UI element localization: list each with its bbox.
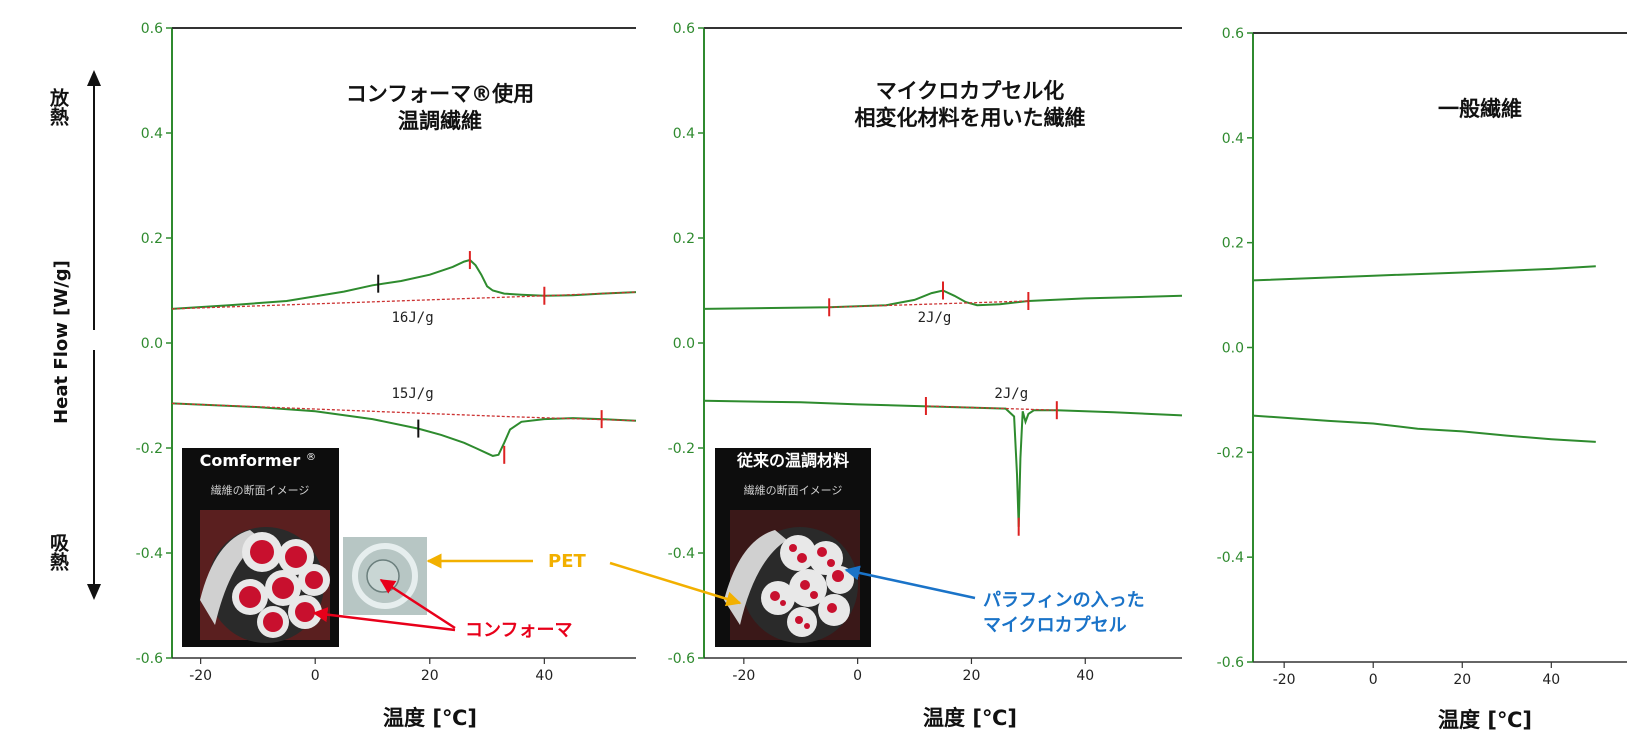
- y-tick-label: 0.0: [141, 336, 163, 352]
- x-tick-label: 40: [1542, 672, 1560, 688]
- micrograph-fiber-outer: [352, 543, 418, 609]
- enthalpy-label: 2J/g: [994, 386, 1028, 402]
- y-tick-label: -0.4: [1217, 550, 1244, 566]
- comformer-label: コンフォーマ: [465, 620, 572, 641]
- y-tick-label: -0.4: [136, 546, 163, 562]
- x-axis-label: 温度 [℃]: [383, 706, 477, 730]
- paraffin-arrow: [844, 565, 976, 600]
- x-tick-label: -20: [1273, 672, 1296, 688]
- dsc-chart-2: 0.6 0.4 0.2 0.0 -0.2 -0.4 -0.6 -20 0 20 40 2J/g 2J/g…: [668, 21, 1183, 730]
- pet-arrow-right: [609, 561, 742, 607]
- x-tick-label: 20: [963, 668, 981, 684]
- inset-subtitle: 繊維の断面イメージ: [211, 483, 310, 497]
- chart-title-line: コンフォーマ®使用: [346, 82, 534, 106]
- y-tick-label: 0.6: [673, 21, 695, 37]
- fiber-strands-icon: [200, 530, 262, 625]
- y-tick-label: 0.6: [1222, 26, 1244, 42]
- heat-direction-indicator: 放熱 吸熱 Heat Flow [W/g]: [47, 70, 101, 600]
- y-tick-label: -0.2: [136, 441, 163, 457]
- inset-pet-micrograph: [343, 537, 427, 615]
- heating-curve: [1252, 265, 1596, 282]
- y-tick-label: -0.2: [1217, 445, 1244, 461]
- y-tick-label: 0.4: [1222, 131, 1244, 147]
- x-axis-label: 温度 [℃]: [1438, 708, 1532, 732]
- x-tick-label: 20: [1453, 672, 1471, 688]
- cooling-curve: [171, 402, 637, 457]
- y-tick-label: 0.2: [673, 231, 695, 247]
- chart-panels: 0.6 0.4 0.2 0.0 -0.2 -0.4 -0.6 -20 0 20 40 16J/g 15J…: [136, 21, 1627, 732]
- x-tick-label: 0: [311, 668, 320, 684]
- pet-label: PET: [548, 551, 586, 572]
- y-tick-label: 0.0: [1222, 341, 1244, 357]
- arrow-down-icon: [87, 584, 101, 600]
- inset-title: 従来の温調材料: [736, 451, 849, 470]
- chart-title-line: 一般繊維: [1438, 97, 1522, 121]
- x-tick-label: 40: [535, 668, 553, 684]
- comformer-arrow-to-core: [312, 607, 456, 632]
- y-tick-label: -0.4: [668, 546, 695, 562]
- inset-comformer-cross-section: Comformer ® 繊維の断面イメージ: [182, 448, 339, 647]
- cooling-baseline-curve: [925, 405, 1057, 411]
- y-tick-label: -0.6: [668, 651, 695, 667]
- comformer-cores: [232, 532, 330, 638]
- chart-title-line: マイクロカプセル化: [876, 79, 1065, 103]
- y-tick-label: 0.2: [141, 231, 163, 247]
- y-tick-label: 0.2: [1222, 236, 1244, 252]
- inset-title: Comformer: [200, 451, 301, 470]
- y-tick-label: -0.6: [136, 651, 163, 667]
- dsc-chart-1: 0.6 0.4 0.2 0.0 -0.2 -0.4 -0.6 -20 0 20 40 16J/g 15J…: [136, 21, 637, 730]
- chart-title-line: 温調繊維: [398, 109, 482, 133]
- enthalpy-label: 16J/g: [392, 310, 434, 326]
- paraffin-label-line2: マイクロカプセル: [983, 614, 1127, 636]
- annotations: PET コンフォーマ パラフィンの入った マイクロカプセル: [312, 551, 1145, 641]
- y-tick-label: 0.4: [141, 126, 163, 142]
- cooling-baseline-curve: [171, 402, 637, 422]
- comformer-arrow-to-micrograph: [379, 578, 456, 630]
- y-tick-label: 0.4: [673, 126, 695, 142]
- x-tick-label: 40: [1076, 668, 1094, 684]
- arrow-up-icon: [87, 70, 101, 86]
- endothermic-label: 吸熱: [47, 533, 69, 572]
- x-tick-label: 0: [853, 668, 862, 684]
- y-tick-label: -0.2: [668, 441, 695, 457]
- chart-title-line: 相変化材料を用いた繊維: [855, 106, 1086, 130]
- cooling-curve: [1252, 414, 1596, 443]
- inset-title-mark: ®: [306, 452, 316, 463]
- y-tick-label: 0.0: [673, 336, 695, 352]
- y-tick-label: -0.6: [1217, 655, 1244, 671]
- y-axis-label: Heat Flow [W/g]: [51, 260, 72, 424]
- exothermic-label: 放熱: [47, 87, 70, 127]
- x-axis-label: 温度 [℃]: [923, 706, 1017, 730]
- enthalpy-label: 15J/g: [392, 386, 434, 402]
- x-tick-label: -20: [189, 668, 212, 684]
- inset-conventional-cross-section: 従来の温調材料 繊維の断面イメージ: [715, 448, 871, 647]
- enthalpy-label: 2J/g: [918, 310, 952, 326]
- x-tick-label: 0: [1369, 672, 1378, 688]
- heating-baseline-curve: [829, 300, 1029, 308]
- y-tick-label: 0.6: [141, 21, 163, 37]
- paraffin-label-line1: パラフィンの入った: [983, 590, 1145, 611]
- x-tick-label: 20: [421, 668, 439, 684]
- x-tick-label: -20: [732, 668, 755, 684]
- inset-subtitle: 繊維の断面イメージ: [744, 483, 843, 497]
- heating-curve: [171, 258, 637, 310]
